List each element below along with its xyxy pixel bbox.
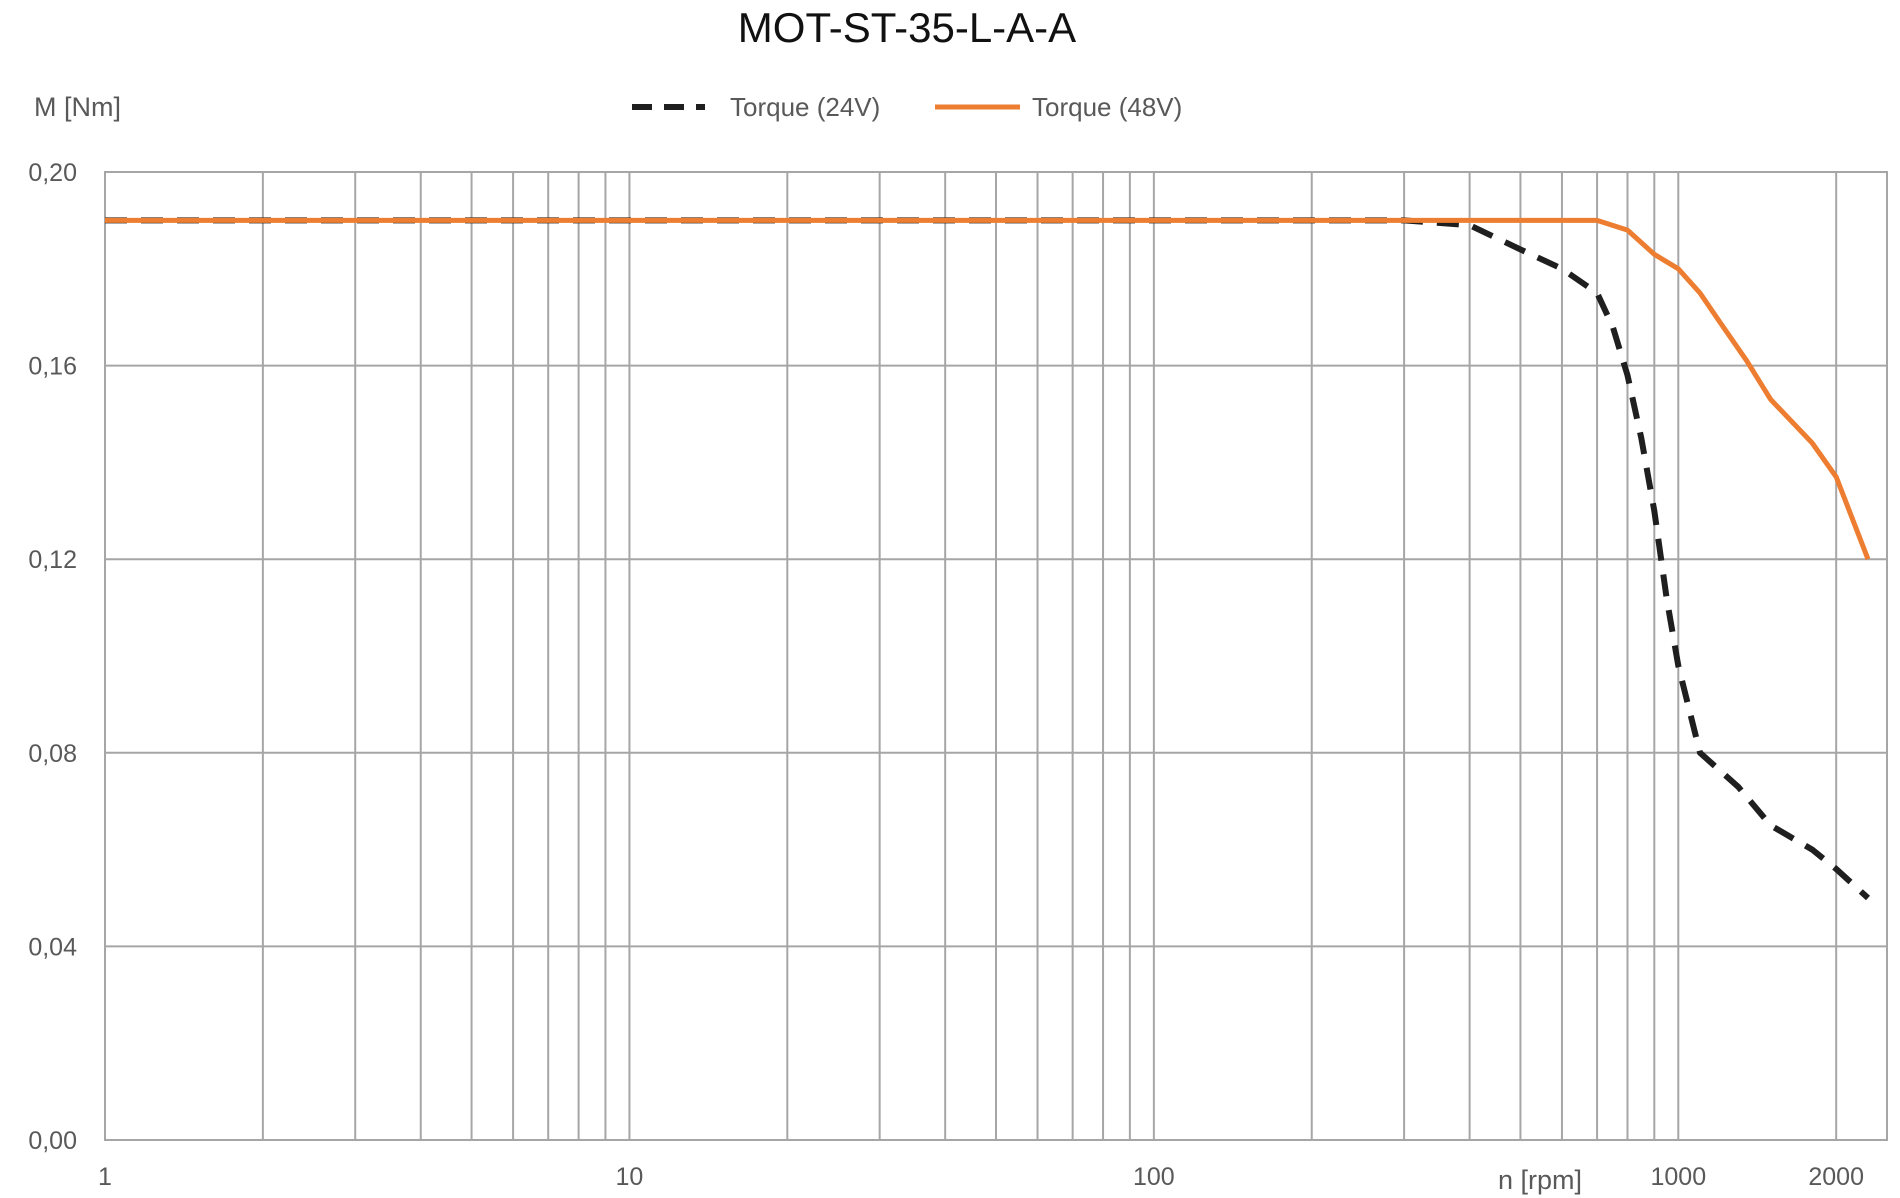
grid-lines xyxy=(104,171,1888,1141)
legend-label-1: Torque (24V) xyxy=(730,92,880,122)
y-tick-label: 0,08 xyxy=(28,740,77,768)
y-tick-label: 0,00 xyxy=(28,1127,77,1155)
y-tick-label: 0,20 xyxy=(28,159,77,187)
series-line-2 xyxy=(105,217,1871,561)
x-tick-label: 1000 xyxy=(1650,1163,1706,1191)
series-lines xyxy=(105,217,1871,901)
plot-frame xyxy=(104,171,1888,1141)
x-tick-label: 100 xyxy=(1133,1163,1175,1191)
y-axis-label: M [Nm] xyxy=(34,92,121,122)
legend: Torque (24V) Torque (48V) xyxy=(632,92,1182,122)
y-tick-label: 0,12 xyxy=(28,546,77,574)
y-tick-label: 0,04 xyxy=(28,933,77,961)
x-axis-label: n [rpm] xyxy=(1498,1165,1582,1195)
x-tick-label: 10 xyxy=(616,1163,644,1191)
y-tick-label: 0,16 xyxy=(28,353,77,381)
chart-title: MOT-ST-35-L-A-A xyxy=(738,4,1076,51)
y-tick-labels: 0,00 0,04 0,08 0,12 0,16 0,20 xyxy=(28,159,77,1155)
legend-label-2: Torque (48V) xyxy=(1032,92,1182,122)
x-tick-label: 1 xyxy=(98,1163,112,1191)
series-line-1 xyxy=(105,217,1871,901)
x-tick-labels: 1 10 100 1000 2000 xyxy=(98,1163,1864,1191)
x-tick-label: 2000 xyxy=(1808,1163,1864,1191)
